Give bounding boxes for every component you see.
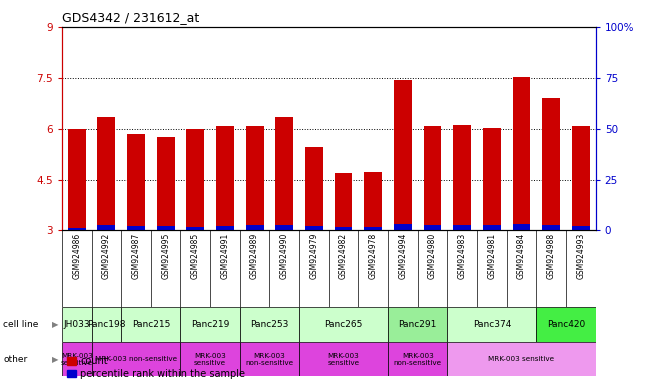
Bar xyxy=(240,342,299,376)
Bar xyxy=(157,137,174,230)
Text: ▶: ▶ xyxy=(52,354,59,364)
Bar xyxy=(245,126,264,230)
Text: GSM924978: GSM924978 xyxy=(368,233,378,279)
Bar xyxy=(424,225,441,230)
Text: GSM924985: GSM924985 xyxy=(191,233,200,279)
Text: GDS4342 / 231612_at: GDS4342 / 231612_at xyxy=(62,12,199,25)
Bar xyxy=(157,226,174,230)
Text: GSM924980: GSM924980 xyxy=(428,233,437,279)
Bar xyxy=(92,307,121,342)
Bar xyxy=(299,342,388,376)
Text: GSM924992: GSM924992 xyxy=(102,233,111,279)
Bar xyxy=(92,342,180,376)
Bar xyxy=(572,226,590,230)
Text: GSM924983: GSM924983 xyxy=(458,233,467,279)
Text: MRK-003
non-sensitive: MRK-003 non-sensitive xyxy=(245,353,294,366)
Bar xyxy=(335,227,352,230)
Bar xyxy=(121,307,180,342)
Bar xyxy=(62,342,92,376)
Text: GSM924990: GSM924990 xyxy=(280,233,289,279)
Text: Panc215: Panc215 xyxy=(132,320,170,329)
Text: cell line: cell line xyxy=(3,320,38,329)
Bar xyxy=(388,307,447,342)
Bar xyxy=(447,307,536,342)
Text: GSM924994: GSM924994 xyxy=(398,233,408,279)
Bar xyxy=(68,228,85,230)
Bar xyxy=(275,117,293,230)
Text: JH033: JH033 xyxy=(63,320,90,329)
Bar xyxy=(394,224,412,230)
Bar xyxy=(240,307,299,342)
Bar xyxy=(512,77,531,230)
Text: MRK-003 sensitive: MRK-003 sensitive xyxy=(488,356,555,362)
Bar xyxy=(365,227,382,230)
Text: MRK-003
sensitive: MRK-003 sensitive xyxy=(327,353,359,366)
Bar xyxy=(186,129,204,230)
Text: GSM924982: GSM924982 xyxy=(339,233,348,279)
Bar xyxy=(572,126,590,230)
Bar xyxy=(98,225,115,230)
Legend: count, percentile rank within the sample: count, percentile rank within the sample xyxy=(66,356,245,379)
Bar xyxy=(180,307,240,342)
Text: Panc265: Panc265 xyxy=(324,320,363,329)
Text: Panc198: Panc198 xyxy=(87,320,126,329)
Bar xyxy=(68,129,85,230)
Bar xyxy=(542,98,560,230)
Bar xyxy=(388,342,447,376)
Bar xyxy=(536,307,596,342)
Text: GSM924984: GSM924984 xyxy=(517,233,526,279)
Text: MRK-003
non-sensitive: MRK-003 non-sensitive xyxy=(394,353,442,366)
Text: GSM924995: GSM924995 xyxy=(161,233,170,279)
Bar xyxy=(365,172,382,230)
Text: MRK-003
sensitive: MRK-003 sensitive xyxy=(61,353,92,366)
Text: MRK-003 non-sensitive: MRK-003 non-sensitive xyxy=(95,356,177,362)
Text: GSM924991: GSM924991 xyxy=(221,233,229,279)
Bar xyxy=(512,224,531,230)
Bar xyxy=(483,225,501,230)
Bar xyxy=(305,147,323,230)
Bar xyxy=(542,225,560,230)
Bar xyxy=(483,128,501,230)
Text: GSM924989: GSM924989 xyxy=(250,233,259,279)
Bar xyxy=(453,124,471,230)
Text: GSM924986: GSM924986 xyxy=(72,233,81,279)
Bar xyxy=(275,225,293,230)
Text: MRK-003
sensitive: MRK-003 sensitive xyxy=(194,353,226,366)
Text: Panc374: Panc374 xyxy=(473,320,511,329)
Bar xyxy=(245,225,264,230)
Bar xyxy=(127,226,145,230)
Text: GSM924987: GSM924987 xyxy=(132,233,141,279)
Text: GSM924993: GSM924993 xyxy=(576,233,585,279)
Text: Panc420: Panc420 xyxy=(547,320,585,329)
Bar xyxy=(186,227,204,230)
Bar xyxy=(216,226,234,230)
Bar xyxy=(335,174,352,230)
Text: GSM924979: GSM924979 xyxy=(309,233,318,279)
Bar xyxy=(180,342,240,376)
Bar xyxy=(127,134,145,230)
Bar xyxy=(216,126,234,230)
Bar xyxy=(98,117,115,230)
Text: GSM924988: GSM924988 xyxy=(547,233,556,279)
Bar xyxy=(394,80,412,230)
Bar xyxy=(305,226,323,230)
Text: other: other xyxy=(3,354,27,364)
Bar xyxy=(299,307,388,342)
Text: Panc219: Panc219 xyxy=(191,320,229,329)
Text: Panc253: Panc253 xyxy=(250,320,288,329)
Bar xyxy=(447,342,596,376)
Bar xyxy=(62,307,92,342)
Text: ▶: ▶ xyxy=(52,320,59,329)
Bar xyxy=(424,126,441,230)
Bar xyxy=(453,225,471,230)
Text: GSM924981: GSM924981 xyxy=(488,233,496,279)
Text: Panc291: Panc291 xyxy=(398,320,437,329)
